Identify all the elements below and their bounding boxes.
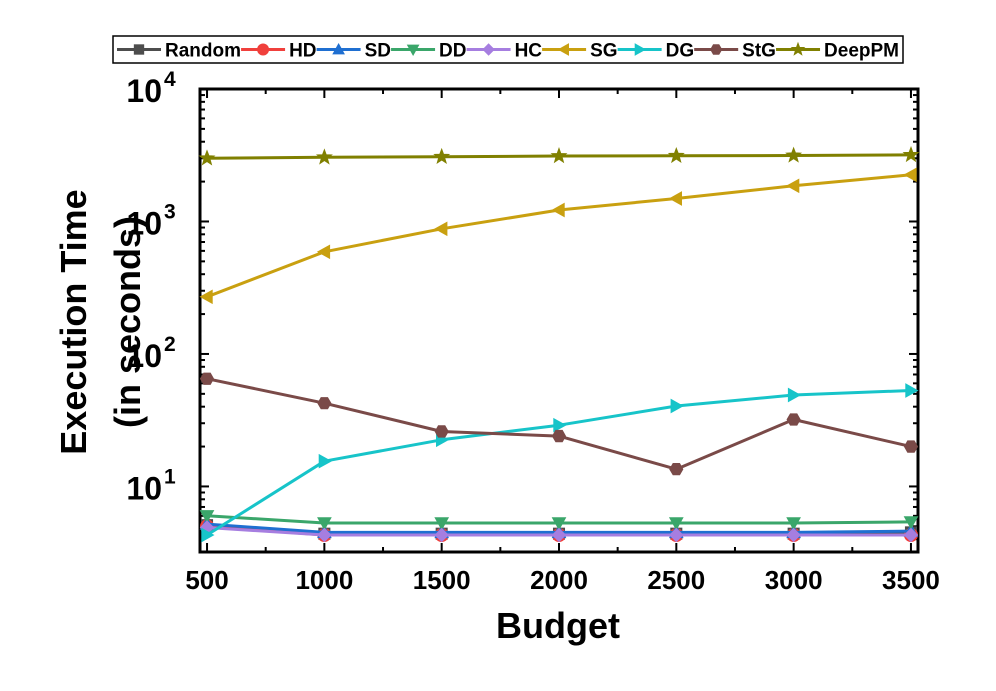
- data-point-dd: [317, 517, 332, 531]
- legend-label-sg: SG: [590, 41, 617, 62]
- legend-marker-hd: [257, 43, 270, 56]
- y-tick-label: 10: [126, 73, 162, 109]
- x-tick-label: 500: [185, 565, 228, 595]
- x-tick-label: 3000: [765, 565, 823, 595]
- legend-marker-sd: [332, 42, 345, 55]
- y-axis-label-line1: Execution Time: [53, 189, 94, 454]
- data-point-sg: [434, 221, 448, 237]
- data-point-stg: [199, 372, 215, 385]
- legend-item-dg: DG: [617, 41, 695, 62]
- y-tick-label: 10: [126, 470, 162, 506]
- legend-item-dd: DD: [391, 41, 467, 62]
- data-point-hc: [903, 527, 919, 543]
- data-point-hc: [786, 527, 801, 543]
- y-tick-label-exponent: 2: [164, 333, 176, 356]
- data-point-deeppm: [785, 146, 803, 163]
- legend-marker-stg: [710, 44, 723, 55]
- legend-label-deeppm: DeepPM: [824, 41, 899, 62]
- data-point-sg: [668, 191, 682, 206]
- x-axis-ticks: 500 1000 1500 2000 2500 3000 3500: [185, 89, 940, 595]
- series-deeppm: [198, 145, 920, 166]
- series-line-sg: [206, 173, 912, 299]
- data-point-hc: [317, 527, 332, 543]
- series-layer: [198, 145, 920, 543]
- legend-marker-sg: [557, 43, 569, 56]
- series-line-dg: [206, 389, 912, 537]
- y-tick-label-exponent: 4: [164, 68, 176, 91]
- x-tick-label: 3500: [882, 565, 940, 595]
- x-tick-label: 1500: [413, 565, 471, 595]
- data-point-dg: [318, 453, 332, 469]
- data-point-dd: [668, 517, 684, 531]
- legend-label-sd: SD: [365, 41, 391, 62]
- data-point-stg: [669, 463, 684, 476]
- legend-item-sg: SG: [542, 41, 618, 62]
- data-point-sg: [903, 167, 917, 183]
- y-tick-label-exponent: 3: [164, 200, 176, 223]
- data-point-dd: [786, 517, 801, 531]
- legend-label-hd: HD: [289, 41, 316, 62]
- legend-label-stg: StG: [742, 41, 776, 62]
- legend: Random HD SD DD HC SG DG StG DeepPM: [112, 35, 904, 64]
- legend-item-sd: SD: [316, 41, 391, 62]
- data-point-dd: [199, 510, 215, 524]
- legend-item-hc: HC: [466, 41, 543, 62]
- x-axis-label: Budget: [496, 605, 620, 646]
- legend-marker-random: [133, 44, 145, 55]
- series-dd: [199, 510, 919, 531]
- data-point-deeppm: [198, 149, 216, 166]
- data-point-hc: [551, 527, 567, 543]
- data-point-stg: [551, 429, 567, 443]
- series-sg: [199, 167, 917, 305]
- series-stg: [199, 372, 919, 476]
- legend-label-random: Random: [165, 41, 241, 62]
- data-point-dg: [905, 383, 919, 398]
- data-point-sg: [316, 244, 331, 260]
- legend-marker-dg: [634, 43, 647, 56]
- data-point-dg: [201, 527, 215, 543]
- legend-item-hd: HD: [241, 41, 317, 62]
- y-tick-label: 10: [126, 205, 162, 241]
- legend-marker-dd: [406, 44, 420, 57]
- legend-item-stg: StG: [694, 41, 776, 62]
- data-point-deeppm: [433, 147, 451, 164]
- data-point-stg: [903, 440, 919, 453]
- y-axis-label-line2: (in seconds): [107, 216, 148, 428]
- series-hc: [199, 520, 919, 543]
- legend-label-dd: DD: [439, 41, 466, 62]
- x-tick-label: 1000: [295, 565, 353, 595]
- legend-marker-deeppm: [790, 41, 806, 56]
- x-tick-label: 2500: [647, 565, 705, 595]
- legend-item-random: Random: [117, 41, 241, 62]
- data-point-sg: [199, 289, 213, 305]
- data-point-stg: [434, 425, 449, 438]
- data-point-dd: [434, 517, 450, 531]
- data-point-dd: [903, 516, 919, 530]
- data-point-deeppm: [550, 147, 568, 164]
- data-point-dd: [551, 517, 567, 531]
- legend-label-dg: DG: [666, 41, 695, 62]
- x-tick-label: 2000: [530, 565, 588, 595]
- y-tick-label-exponent: 1: [164, 465, 176, 488]
- legend-label-hc: HC: [515, 41, 543, 62]
- data-point-sg: [551, 202, 565, 218]
- data-point-stg: [317, 397, 332, 410]
- y-tick-label: 10: [126, 338, 162, 374]
- data-point-sg: [786, 178, 800, 194]
- legend-marker-hc: [482, 43, 495, 56]
- data-point-hc: [669, 527, 684, 543]
- data-point-deeppm: [902, 145, 920, 163]
- data-point-dg: [670, 398, 684, 414]
- data-point-hc: [434, 527, 449, 543]
- data-point-stg: [786, 413, 801, 426]
- data-point-deeppm: [667, 146, 685, 164]
- legend-item-deeppm: DeepPM: [776, 41, 899, 62]
- data-point-deeppm: [315, 148, 333, 165]
- data-point-dg: [553, 417, 567, 433]
- data-point-dg: [787, 387, 802, 403]
